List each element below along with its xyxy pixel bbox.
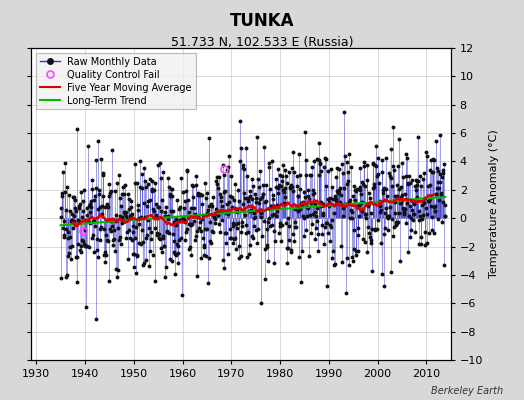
Legend: Raw Monthly Data, Quality Control Fail, Five Year Moving Average, Long-Term Tren: Raw Monthly Data, Quality Control Fail, … — [36, 53, 196, 109]
Text: Berkeley Earth: Berkeley Earth — [431, 386, 503, 396]
Y-axis label: Temperature Anomaly (°C): Temperature Anomaly (°C) — [488, 130, 499, 278]
Text: 51.733 N, 102.533 E (Russia): 51.733 N, 102.533 E (Russia) — [171, 36, 353, 49]
Text: TUNKA: TUNKA — [230, 12, 294, 30]
